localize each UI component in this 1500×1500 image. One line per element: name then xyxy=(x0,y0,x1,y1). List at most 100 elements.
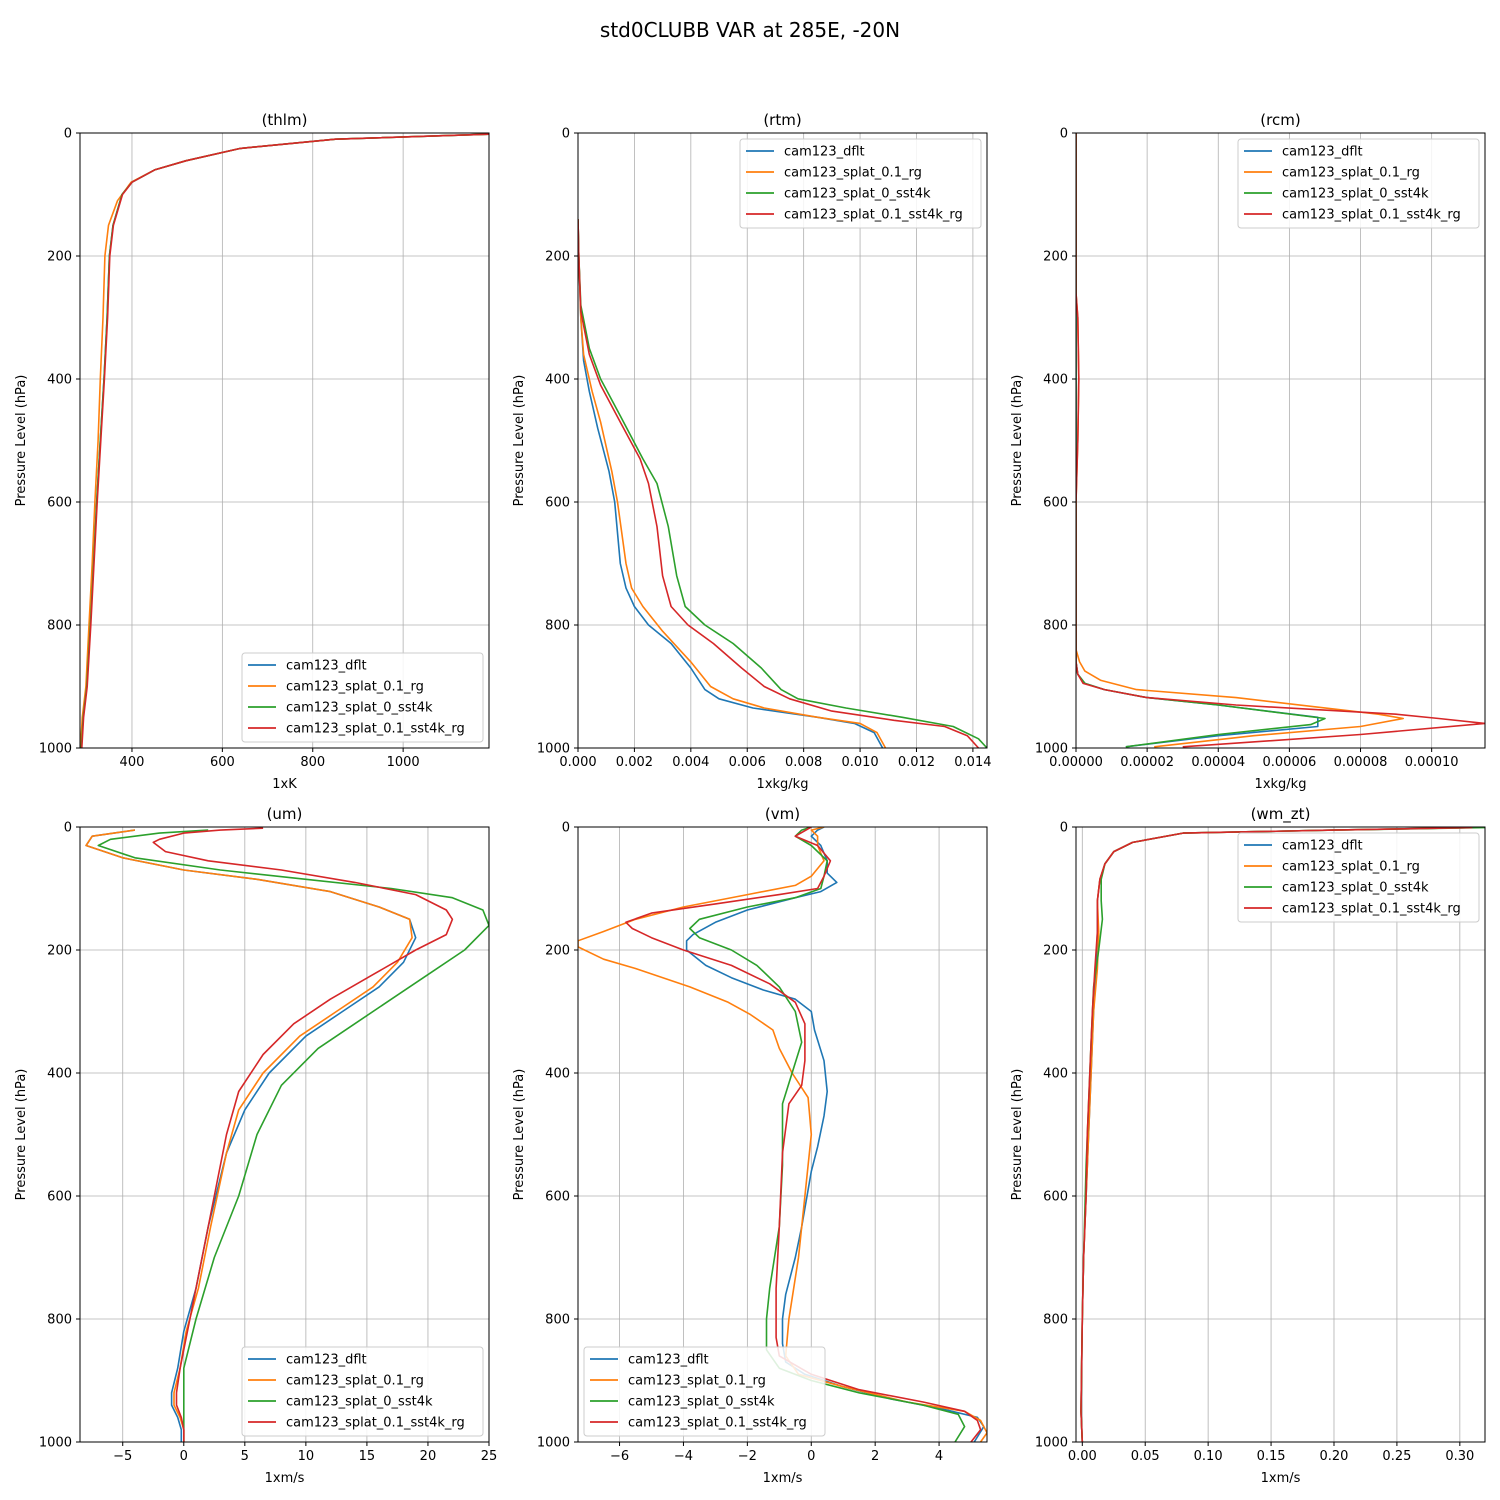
axes-frame xyxy=(1075,132,1486,749)
y-axis-label: Pressure Level (hPa) xyxy=(1010,1069,1025,1201)
legend-label: cam123_splat_0_sst4k xyxy=(628,1395,775,1410)
y-tick-label: 0 xyxy=(562,821,570,836)
legend-box xyxy=(1237,138,1480,229)
x-axis-label: 1xm/s xyxy=(265,1471,305,1486)
x-tick-label: −2 xyxy=(738,1449,757,1464)
series-line-cam123-splat-0-1-sst4k-rg xyxy=(578,219,980,748)
legend-label: cam123_dflt xyxy=(1282,145,1363,160)
panel-rtm: 0.000 0.002 0.004 0.006 0.008 0.010 0.012 0.014… xyxy=(512,111,992,792)
axes-frame xyxy=(577,132,988,749)
panel-title: (rtm) xyxy=(763,111,801,129)
x-tick-label: 0.00002 xyxy=(1120,755,1174,770)
series-line-cam123-splat-0-1-sst4k-rg xyxy=(152,827,454,1442)
y-tick-label: 800 xyxy=(545,1313,570,1328)
legend: cam123_dflt cam123_splat_0.1_rg cam123_spl… xyxy=(583,1346,826,1437)
y-tick-label: 200 xyxy=(47,944,72,959)
y-axis-label: Pressure Level (hPa) xyxy=(512,1069,527,1201)
legend-label: cam123_splat_0_sst4k xyxy=(286,701,433,716)
panel-title: (vm) xyxy=(765,805,800,823)
y-tick-label: 200 xyxy=(1043,944,1068,959)
y-axis-label: Pressure Level (hPa) xyxy=(512,375,527,507)
y-tick-label: 0 xyxy=(64,821,72,836)
y-tick-label: 400 xyxy=(47,1067,72,1082)
series-line-cam123-splat-0-1-rg xyxy=(85,829,413,1442)
series-line-cam123-splat-0-sst4k xyxy=(97,829,489,1442)
x-tick-label: 10 xyxy=(298,1449,315,1464)
series-line-cam123-splat-0-1-sst4k-rg xyxy=(1076,133,1485,748)
y-tick-label: 0 xyxy=(64,127,72,142)
series-line-cam123-splat-0-1-sst4k-rg xyxy=(1080,827,1473,1442)
x-tick-label: 5 xyxy=(241,1449,249,1464)
x-tick-label: −6 xyxy=(610,1449,629,1464)
y-tick-label: 1000 xyxy=(39,742,72,757)
x-tick-label: 0.004 xyxy=(672,755,709,770)
y-tick-label: 800 xyxy=(545,619,570,634)
x-tick-label: 0.002 xyxy=(616,755,653,770)
x-tick-label: 0 xyxy=(180,1449,188,1464)
legend-box xyxy=(739,138,982,229)
y-tick-label: 600 xyxy=(47,1190,72,1205)
y-tick-label: 800 xyxy=(47,1313,72,1328)
x-tick-label: 0.00010 xyxy=(1405,755,1459,770)
series-line-cam123-splat-0-sst4k xyxy=(578,219,987,748)
panel-thlm: 400 600 800 1000 0 200 400 600 800 1000 (thlm) 1xK P… xyxy=(14,111,490,792)
y-tick-label: 400 xyxy=(1043,373,1068,388)
x-tick-label: 0.25 xyxy=(1382,1449,1411,1464)
y-tick-label: 200 xyxy=(545,944,570,959)
x-tick-label: 15 xyxy=(359,1449,376,1464)
legend-label: cam123_splat_0.1_rg xyxy=(628,1374,766,1389)
legend-label: cam123_splat_0.1_sst4k_rg xyxy=(286,1416,465,1431)
y-tick-label: 1000 xyxy=(1035,1436,1068,1451)
legend-box xyxy=(1237,832,1480,923)
y-tick-label: 800 xyxy=(1043,619,1068,634)
legend-label: cam123_splat_0_sst4k xyxy=(1282,881,1429,896)
y-tick-label: 600 xyxy=(545,1190,570,1205)
x-tick-label: 4 xyxy=(935,1449,943,1464)
y-tick-label: 400 xyxy=(1043,1067,1068,1082)
legend-label: cam123_dflt xyxy=(628,1353,709,1368)
x-axis-label: 1xkg/kg xyxy=(1255,777,1307,792)
y-tick-label: 0 xyxy=(1060,821,1068,836)
legend-label: cam123_splat_0.1_sst4k_rg xyxy=(628,1416,807,1431)
legend-label: cam123_dflt xyxy=(286,659,367,674)
x-tick-label: 0.014 xyxy=(954,755,991,770)
figure-title: std0CLUBB VAR at 285E, -20N xyxy=(600,18,900,42)
legend-label: cam123_dflt xyxy=(1282,839,1363,854)
x-tick-label: 0.00004 xyxy=(1191,755,1245,770)
x-tick-label: 800 xyxy=(300,755,325,770)
y-tick-label: 1000 xyxy=(537,742,570,757)
x-tick-label: 0.20 xyxy=(1320,1449,1349,1464)
legend-box xyxy=(583,1346,826,1437)
x-tick-label: 400 xyxy=(120,755,145,770)
legend-label: cam123_splat_0.1_sst4k_rg xyxy=(1282,902,1461,917)
legend-label: cam123_splat_0.1_rg xyxy=(286,680,424,695)
y-tick-label: 0 xyxy=(1060,127,1068,142)
x-tick-label: 1000 xyxy=(387,755,420,770)
y-tick-label: 800 xyxy=(1043,1313,1068,1328)
x-axis-label: 1xm/s xyxy=(763,1471,803,1486)
axes-frame xyxy=(577,826,988,1443)
y-tick-label: 400 xyxy=(47,373,72,388)
y-tick-label: 600 xyxy=(1043,496,1068,511)
legend-label: cam123_splat_0.1_sst4k_rg xyxy=(784,208,963,223)
x-tick-label: 0.012 xyxy=(898,755,935,770)
x-tick-label: 0.00 xyxy=(1068,1449,1097,1464)
series-line-cam123-splat-0-1-rg xyxy=(578,219,887,748)
series-line-cam123-splat-0-1-sst4k-rg xyxy=(81,133,489,748)
x-tick-label: 0.00000 xyxy=(1049,755,1103,770)
legend-label: cam123_splat_0.1_sst4k_rg xyxy=(1282,208,1461,223)
x-tick-label: −5 xyxy=(113,1449,132,1464)
legend-label: cam123_splat_0.1_rg xyxy=(784,166,922,181)
y-axis-label: Pressure Level (hPa) xyxy=(14,1069,29,1201)
panel-title: (rcm) xyxy=(1260,111,1300,129)
legend-label: cam123_splat_0_sst4k xyxy=(286,1395,433,1410)
y-tick-label: 400 xyxy=(545,373,570,388)
x-tick-label: 20 xyxy=(420,1449,437,1464)
legend-label: cam123_dflt xyxy=(286,1353,367,1368)
y-axis-label: Pressure Level (hPa) xyxy=(1010,375,1025,507)
panel-vm: −6 −4 −2 0 2 4 0 200 400 600 800 1000 (vm) 1xm/s Press… xyxy=(512,805,988,1486)
legend-label: cam123_splat_0.1_rg xyxy=(1282,860,1420,875)
y-tick-label: 600 xyxy=(47,496,72,511)
legend: cam123_dflt cam123_splat_0.1_rg cam123_spl… xyxy=(241,652,484,743)
